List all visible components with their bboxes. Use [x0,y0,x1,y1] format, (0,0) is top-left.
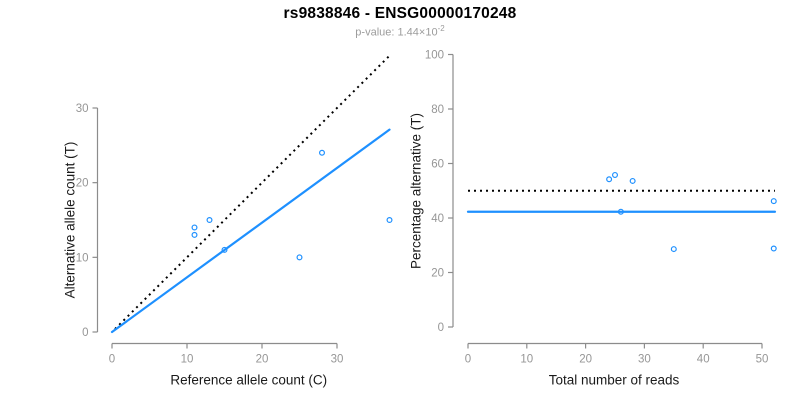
x-tick-label: 20 [256,354,269,366]
data-point [296,254,303,261]
data-point [770,245,777,252]
data-point [606,176,613,183]
data-point [191,224,198,231]
y-tick-label: 10 [76,252,89,264]
identity-line [114,55,391,330]
x-tick-label: 50 [756,354,769,366]
x-tick-label: 30 [331,354,344,366]
y-tick-label: 60 [431,159,444,171]
x-tick-label: 0 [109,354,115,366]
data-point [191,231,198,238]
y-tick-label: 0 [438,322,444,334]
y-tick-label: 0 [82,327,88,339]
y-tick-label: 30 [76,103,89,115]
data-point [611,171,618,178]
x-axis-label: Reference allele count (C) [170,373,327,388]
data-point [221,246,228,253]
data-point [629,177,636,184]
allele-count-scatter: 0 10 20 30 0 10 20 30 Reference allele count (C)… [63,55,393,388]
y-axis-label: Alternative allele count (T) [63,142,78,299]
x-tick-label: 10 [181,354,194,366]
data-point [319,149,326,156]
data-point [770,198,777,205]
pvalue-exponent: -2 [437,24,445,33]
data-point [617,208,624,215]
x-tick-label: 0 [465,354,471,366]
y-tick-label: 20 [76,178,89,190]
percentage-alternative-scatter: 0 20 40 60 80 100 0 10 20 30 40 50 Total number of r… [409,50,777,388]
y-tick-label: 20 [431,268,444,280]
y-tick-label: 40 [431,213,444,225]
y-tick-label: 100 [425,50,444,62]
x-tick-label: 20 [579,354,592,366]
data-point [386,216,393,223]
pvalue-text: p-value: 1.44×10 [355,26,438,39]
x-tick-label: 40 [697,354,710,366]
data-point [670,246,677,253]
fit-line [110,128,391,334]
y-tick-label: 80 [431,104,444,116]
x-tick-label: 10 [520,354,533,366]
x-axis-label: Total number of reads [549,373,680,388]
data-point [206,216,213,223]
figure-subtitle: p-value: 1.44×10-2 [0,24,800,39]
figure-title: rs9838846 - ENSG00000170248 [283,5,517,22]
x-tick-label: 30 [638,354,651,366]
y-axis-label: Percentage alternative (T) [409,113,424,269]
